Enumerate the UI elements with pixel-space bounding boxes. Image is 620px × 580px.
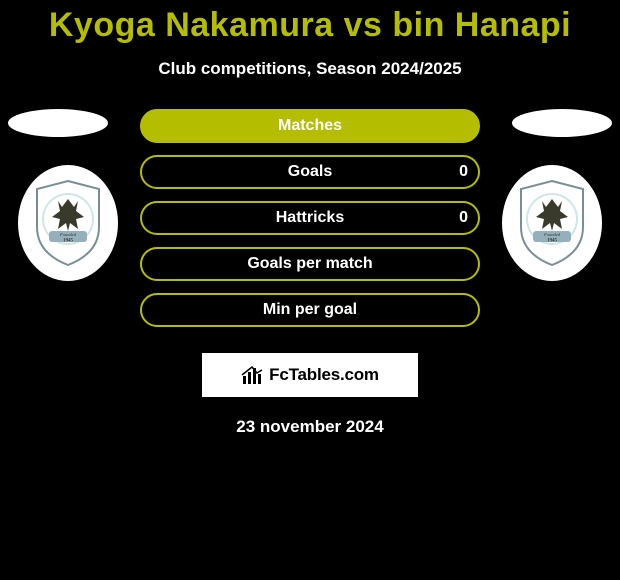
stat-row-goals: Goals 0: [140, 155, 480, 189]
comparison-subtitle: Club competitions, Season 2024/2025: [0, 59, 620, 79]
svg-text:Founded: Founded: [59, 232, 77, 237]
crest-svg-right: Founded 1945: [517, 179, 587, 267]
stat-right-value: 0: [459, 209, 468, 227]
club-crest-left: Founded 1945: [18, 165, 118, 281]
stat-row-min-per-goal: Min per goal: [140, 293, 480, 327]
generation-date: 23 november 2024: [0, 417, 620, 437]
player-right-placeholder: [512, 109, 612, 137]
stat-row-matches: Matches: [140, 109, 480, 143]
stat-row-goals-per-match: Goals per match: [140, 247, 480, 281]
stat-bars: Matches Goals 0 Hattricks 0 Goals per ma…: [140, 109, 480, 339]
stat-row-hattricks: Hattricks 0: [140, 201, 480, 235]
stat-label: Goals per match: [247, 255, 372, 273]
fctables-chart-icon: [241, 364, 263, 386]
svg-text:1945: 1945: [547, 239, 558, 244]
fctables-logo-box[interactable]: FcTables.com: [202, 353, 418, 397]
crest-svg-left: Founded 1945: [33, 179, 103, 267]
stat-right-value: 0: [459, 163, 468, 181]
stat-label: Goals: [288, 163, 332, 181]
club-crest-right: Founded 1945: [502, 165, 602, 281]
comparison-title: Kyoga Nakamura vs bin Hanapi: [0, 0, 620, 51]
player-left-placeholder: [8, 109, 108, 137]
stats-area: Founded 1945 Founded 1945: [0, 109, 620, 339]
stat-label: Hattricks: [276, 209, 344, 227]
fctables-logo-text: FcTables.com: [269, 365, 379, 385]
svg-text:Founded: Founded: [543, 232, 561, 237]
stat-label: Min per goal: [263, 301, 357, 319]
stat-label: Matches: [278, 117, 342, 135]
svg-text:1945: 1945: [63, 239, 74, 244]
